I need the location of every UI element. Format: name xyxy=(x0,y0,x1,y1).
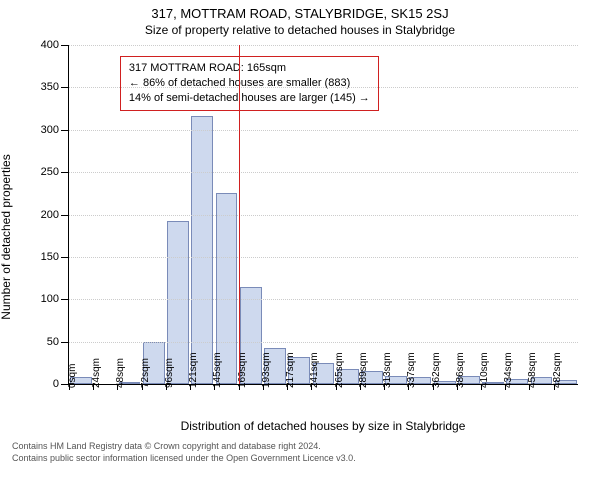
reference-line xyxy=(239,45,240,384)
x-tick-label: 434sqm xyxy=(503,352,514,388)
page-title: 317, MOTTRAM ROAD, STALYBRIDGE, SK15 2SJ xyxy=(10,6,590,21)
x-tick-label: 121sqm xyxy=(188,352,199,388)
x-axis-label: Distribution of detached houses by size … xyxy=(68,419,578,433)
footer-line-2: Contains public sector information licen… xyxy=(12,453,588,465)
y-tick-label: 200 xyxy=(41,209,59,221)
x-tick-label: 337sqm xyxy=(406,352,417,388)
y-tick-label: 400 xyxy=(41,39,59,51)
x-tick-label: 72sqm xyxy=(140,358,151,388)
x-tick-label: 193sqm xyxy=(261,352,272,388)
gridline xyxy=(69,257,578,258)
annotation-line: 14% of semi-detached houses are larger (… xyxy=(129,91,370,106)
gridline xyxy=(69,172,578,173)
footer-line-1: Contains HM Land Registry data © Crown c… xyxy=(12,441,588,453)
y-tick-label: 250 xyxy=(41,166,59,178)
annotation-line: ← 86% of detached houses are smaller (88… xyxy=(129,76,370,91)
gridline xyxy=(69,342,578,343)
x-tick-label: 241sqm xyxy=(309,352,320,388)
y-tick-label: 50 xyxy=(47,336,59,348)
x-tick-label: 145sqm xyxy=(212,352,223,388)
gridline xyxy=(69,215,578,216)
chart-subtitle: Size of property relative to detached ho… xyxy=(10,23,590,37)
histogram-bar xyxy=(191,116,213,384)
x-tick-label: 217sqm xyxy=(285,352,296,388)
y-tick xyxy=(61,215,69,216)
x-tick-label: 289sqm xyxy=(358,352,369,388)
gridline xyxy=(69,299,578,300)
y-tick xyxy=(61,87,69,88)
y-tick xyxy=(61,342,69,343)
x-tick-label: 24sqm xyxy=(91,358,102,388)
annotation-line: 317 MOTTRAM ROAD: 165sqm xyxy=(129,61,370,76)
gridline xyxy=(69,130,578,131)
y-tick-label: 100 xyxy=(41,293,59,305)
y-tick xyxy=(61,384,69,385)
y-axis-label: Number of detached properties xyxy=(0,154,13,319)
x-tick-label: 482sqm xyxy=(552,352,563,388)
y-tick xyxy=(61,299,69,300)
y-tick-label: 150 xyxy=(41,251,59,263)
annotation-box: 317 MOTTRAM ROAD: 165sqm← 86% of detache… xyxy=(120,56,379,111)
x-tick-label: 386sqm xyxy=(455,352,466,388)
x-tick-label: 313sqm xyxy=(382,352,393,388)
y-tick-label: 350 xyxy=(41,81,59,93)
y-tick xyxy=(61,257,69,258)
x-tick-label: 410sqm xyxy=(479,352,490,388)
y-tick xyxy=(61,130,69,131)
x-tick-label: 362sqm xyxy=(431,352,442,388)
attribution-footer: Contains HM Land Registry data © Crown c… xyxy=(10,437,590,466)
x-tick-label: 96sqm xyxy=(164,358,175,388)
plot-area: 0sqm24sqm48sqm72sqm96sqm121sqm145sqm169s… xyxy=(68,45,578,385)
chart: Number of detached properties 0sqm24sqm4… xyxy=(10,37,590,437)
x-tick-label: 265sqm xyxy=(334,352,345,388)
gridline xyxy=(69,87,578,88)
y-tick xyxy=(61,172,69,173)
x-tick-label: 48sqm xyxy=(115,358,126,388)
x-tick-label: 458sqm xyxy=(527,352,538,388)
y-tick xyxy=(61,45,69,46)
gridline xyxy=(69,45,578,46)
y-tick-label: 0 xyxy=(53,378,59,390)
y-tick-label: 300 xyxy=(41,124,59,136)
